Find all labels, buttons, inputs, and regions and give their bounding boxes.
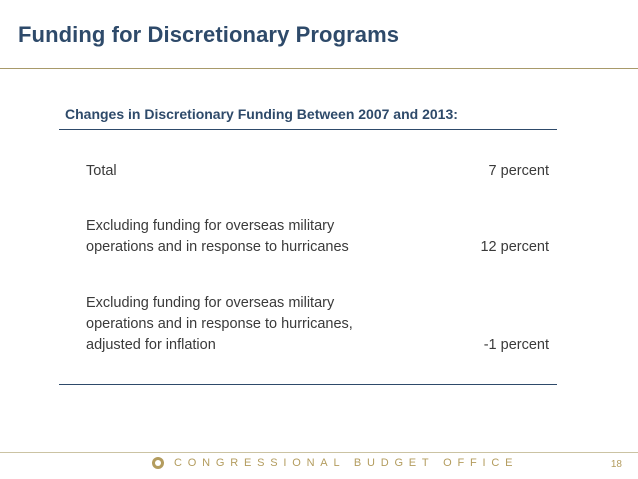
funding-table: Changes in Discretionary Funding Between… xyxy=(59,100,557,385)
row-label-line: Excluding funding for overseas military xyxy=(86,295,335,311)
cbo-logo-icon xyxy=(152,457,164,469)
row-value: 7 percent xyxy=(488,163,549,179)
slide-title: Funding for Discretionary Programs xyxy=(18,22,400,47)
footer: CONGRESSIONAL BUDGET OFFICE xyxy=(152,457,518,469)
row-value: -1 percent xyxy=(483,337,549,353)
page-number: 18 xyxy=(610,459,622,470)
title-divider xyxy=(0,68,638,69)
row-label-line: Excluding funding for overseas military xyxy=(86,218,335,234)
row-value: 12 percent xyxy=(480,239,549,255)
row-label-line: operations and in response to hurricanes xyxy=(86,239,349,255)
row-label: Excluding funding for overseas military … xyxy=(86,293,353,356)
row-label-line: Total xyxy=(86,163,117,179)
row-label-line: operations and in response to hurricanes… xyxy=(86,316,353,332)
row-label: Excluding funding for overseas military … xyxy=(86,216,349,258)
organization-name: CONGRESSIONAL BUDGET OFFICE xyxy=(174,457,519,469)
table-bottom-divider xyxy=(59,384,557,385)
table-header: Changes in Discretionary Funding Between… xyxy=(65,106,458,122)
header-divider xyxy=(59,129,557,130)
footer-divider xyxy=(0,452,638,453)
row-label-line: adjusted for inflation xyxy=(86,337,216,353)
row-label: Total xyxy=(86,161,117,182)
